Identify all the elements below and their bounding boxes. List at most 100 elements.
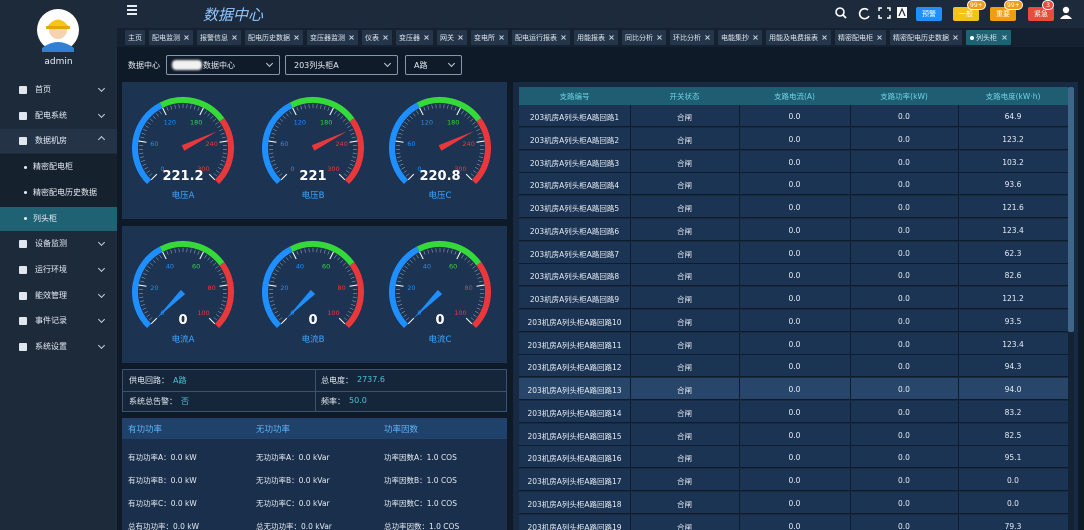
- table-cell: 0.0: [850, 203, 958, 212]
- tab-close: [383, 35, 388, 40]
- tab[interactable]: 配电运行报表: [512, 30, 570, 45]
- scrollbar-thumb[interactable]: [1068, 87, 1074, 332]
- tab[interactable]: 用能报表: [574, 30, 618, 45]
- tab[interactable]: 仪表: [362, 30, 392, 45]
- tab[interactable]: 电能集抄: [718, 30, 762, 45]
- select-caret: [384, 60, 391, 67]
- tab[interactable]: 精密配电柜: [835, 30, 886, 45]
- table-cell: 合闸: [630, 226, 739, 237]
- tab-close: [185, 36, 189, 40]
- tab-label: 精密配电历史数据: [893, 33, 949, 43]
- table-cell: 123.4: [958, 340, 1068, 349]
- menu-icon: [19, 292, 27, 300]
- tab[interactable]: 变压器: [396, 30, 433, 45]
- table-cell: 合闸: [630, 362, 739, 373]
- tab-label: 变压器监测: [310, 33, 345, 43]
- tab[interactable]: 网关: [437, 30, 467, 45]
- tab[interactable]: 配电监测: [149, 30, 193, 45]
- menu-item[interactable]: 系统设置: [35, 341, 67, 352]
- tab[interactable]: 精密配电历史数据: [890, 30, 962, 45]
- tab[interactable]: 配电历史数据: [245, 30, 303, 45]
- menu-item[interactable]: 数据机房: [35, 135, 67, 146]
- select-caret: [266, 60, 273, 67]
- select[interactable]: 数据中心: [166, 55, 280, 75]
- user-name: admin: [0, 57, 117, 67]
- menu-icon: [19, 86, 27, 94]
- submenu-item[interactable]: 精密配电柜: [33, 161, 73, 172]
- tab-label: 配电运行报表: [515, 33, 557, 43]
- avatar-brim: [46, 26, 70, 29]
- tab[interactable]: 列头柜: [966, 30, 1011, 45]
- menu-item[interactable]: 配电系统: [35, 110, 67, 121]
- tab[interactable]: 主页: [125, 30, 145, 45]
- menu-chevron: [98, 316, 105, 323]
- badge: 99+: [1004, 0, 1023, 10]
- table-cell: 合闸: [630, 112, 739, 123]
- tab-close: [954, 36, 958, 40]
- tab-label: 精密配电柜: [838, 33, 873, 43]
- table-cell: 0.0: [739, 408, 850, 417]
- menu-toggle: [127, 5, 137, 7]
- table-cell: 203机房A列头柜A路回路1: [519, 112, 630, 123]
- table-cell: 0.0: [739, 294, 850, 303]
- table-header: 支路编号: [519, 91, 630, 102]
- tab-close: [1003, 36, 1007, 40]
- submenu-item[interactable]: 精密配电历史数据: [33, 187, 97, 198]
- tab-close: [425, 36, 429, 40]
- table-cell: 0.0: [850, 340, 958, 349]
- table-cell: 合闸: [630, 453, 739, 464]
- tab-close: [705, 35, 710, 40]
- table-cell: 0.0: [739, 226, 850, 235]
- tab-label: 网关: [440, 33, 454, 43]
- submenu-item[interactable]: 列头柜: [33, 213, 57, 224]
- tab-close: [878, 36, 882, 40]
- tab[interactable]: 变电所: [471, 30, 508, 45]
- select[interactable]: A路: [405, 55, 462, 75]
- tab-label: 环比分析: [673, 33, 701, 43]
- menu-item[interactable]: 事件记录: [35, 315, 67, 326]
- power-cell: 有功功率A：0.0 kW: [128, 452, 197, 463]
- table-cell: 0.0: [739, 385, 850, 394]
- table-cell: 203机房A列头柜A路回路2: [519, 135, 630, 146]
- tab-label: 变电所: [474, 33, 495, 43]
- toolbar-icons: [834, 6, 908, 22]
- tab-close: [184, 35, 189, 40]
- table-cell: 82.5: [958, 431, 1068, 440]
- menu-icon: [19, 137, 27, 145]
- tab-close: [349, 35, 354, 40]
- table-cell: 123.2: [958, 135, 1068, 144]
- tab-close: [424, 35, 429, 40]
- menu-icon: [19, 112, 27, 120]
- menu-icon: [19, 343, 27, 351]
- table-cell: 82.6: [958, 271, 1068, 280]
- search-icon: [843, 15, 846, 18]
- tab[interactable]: 报警信息: [197, 30, 241, 45]
- tab[interactable]: 用能及电费报表: [766, 30, 831, 45]
- submenu-dot: [24, 217, 27, 220]
- table-cell: 合闸: [630, 203, 739, 214]
- tab-close: [609, 35, 614, 40]
- select[interactable]: 203列头柜A: [285, 55, 398, 75]
- table-cell: 121.6: [958, 203, 1068, 212]
- table-cell: 203机房A列头柜A路回路12: [519, 362, 630, 373]
- alert-button[interactable]: 预警: [916, 7, 942, 21]
- tab-close: [294, 35, 299, 40]
- avatar: [36, 8, 80, 52]
- power-cell: 总功率因数：1.0 COS: [384, 521, 459, 530]
- submenu-active-bg: [0, 207, 117, 231]
- tab-close: [658, 36, 662, 40]
- menu-item[interactable]: 运行环境: [35, 264, 67, 275]
- menu-item[interactable]: 设备监测: [35, 238, 67, 249]
- menu-toggle: [127, 13, 137, 15]
- table-cell: 合闸: [630, 499, 739, 510]
- tab[interactable]: 环比分析: [670, 30, 714, 45]
- table-cell: 0.0: [850, 294, 958, 303]
- table-header: 支路电度(kW·h): [958, 91, 1068, 102]
- table-cell: 合闸: [630, 271, 739, 282]
- tab[interactable]: 同比分析: [622, 30, 666, 45]
- menu-item[interactable]: 首页: [35, 84, 51, 95]
- table-cell: 203机房A列头柜A路回路13: [519, 385, 630, 396]
- tab[interactable]: 变压器监测: [307, 30, 358, 45]
- menu-item[interactable]: 能效管理: [35, 290, 67, 301]
